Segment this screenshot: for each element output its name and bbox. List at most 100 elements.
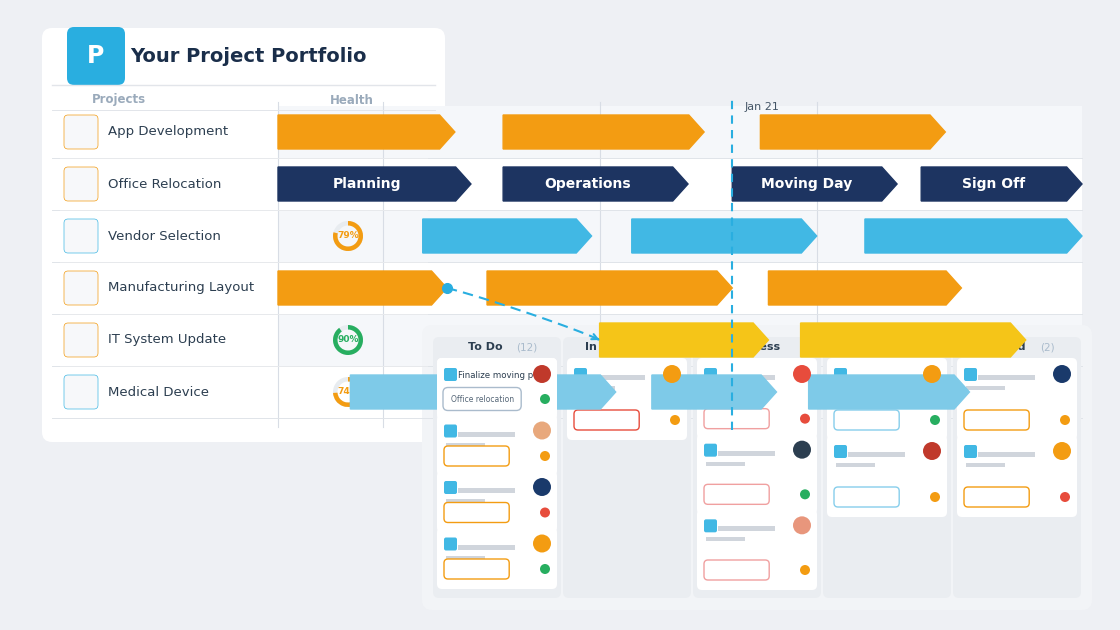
Circle shape — [1060, 415, 1070, 425]
Text: Moving Day: Moving Day — [762, 177, 852, 191]
FancyBboxPatch shape — [64, 115, 99, 149]
Polygon shape — [422, 219, 591, 253]
Polygon shape — [760, 115, 945, 149]
Circle shape — [793, 517, 811, 534]
Bar — [588, 375, 645, 380]
Circle shape — [923, 365, 941, 383]
FancyBboxPatch shape — [834, 368, 847, 381]
Text: (2): (2) — [921, 342, 936, 352]
Text: Operations: Operations — [544, 177, 632, 191]
Bar — [576, 386, 615, 390]
Circle shape — [663, 365, 681, 383]
Wedge shape — [333, 117, 363, 147]
Bar — [848, 375, 905, 380]
Circle shape — [800, 565, 810, 575]
Text: To Do: To Do — [468, 342, 502, 352]
Text: Projects: Projects — [92, 93, 146, 106]
FancyBboxPatch shape — [834, 410, 899, 430]
Text: Office relocation: Office relocation — [450, 394, 514, 403]
Bar — [458, 488, 515, 493]
Text: (4): (4) — [799, 342, 813, 352]
Bar — [706, 462, 745, 466]
Bar — [446, 556, 485, 559]
Text: In Review: In Review — [585, 342, 645, 352]
Text: In Progress: In Progress — [709, 342, 781, 352]
Bar — [978, 375, 1035, 380]
Text: (12): (12) — [516, 342, 538, 352]
FancyBboxPatch shape — [834, 487, 899, 507]
Text: App Development: App Development — [108, 125, 228, 139]
Polygon shape — [865, 219, 1082, 253]
Wedge shape — [333, 221, 363, 251]
Circle shape — [800, 414, 810, 423]
FancyBboxPatch shape — [444, 389, 510, 410]
Circle shape — [670, 415, 680, 425]
Wedge shape — [333, 377, 363, 407]
Wedge shape — [333, 117, 363, 147]
FancyBboxPatch shape — [67, 27, 125, 85]
Circle shape — [540, 394, 550, 404]
Polygon shape — [809, 375, 970, 409]
Bar — [706, 537, 745, 541]
Circle shape — [930, 492, 940, 502]
Polygon shape — [768, 271, 961, 305]
Circle shape — [540, 451, 550, 461]
FancyBboxPatch shape — [956, 435, 1077, 517]
FancyBboxPatch shape — [444, 481, 457, 494]
FancyBboxPatch shape — [704, 560, 769, 580]
Bar — [836, 463, 875, 467]
Bar — [458, 544, 515, 549]
Polygon shape — [801, 323, 1026, 357]
Text: Your Project Portfolio: Your Project Portfolio — [130, 47, 366, 66]
FancyBboxPatch shape — [64, 167, 99, 201]
FancyBboxPatch shape — [437, 358, 557, 420]
Bar — [718, 450, 775, 455]
FancyBboxPatch shape — [704, 368, 717, 381]
Polygon shape — [652, 375, 776, 409]
Text: W1: W1 — [373, 113, 392, 127]
FancyBboxPatch shape — [704, 484, 769, 505]
FancyBboxPatch shape — [697, 433, 816, 514]
Text: 100%: 100% — [334, 127, 362, 137]
Circle shape — [540, 508, 550, 517]
FancyBboxPatch shape — [953, 337, 1081, 598]
FancyBboxPatch shape — [697, 358, 816, 438]
Circle shape — [540, 564, 550, 574]
Bar — [965, 463, 1005, 467]
FancyBboxPatch shape — [444, 559, 510, 579]
FancyBboxPatch shape — [823, 337, 951, 598]
Wedge shape — [334, 273, 363, 303]
Text: W2: W2 — [590, 113, 609, 127]
Text: (1): (1) — [661, 342, 675, 352]
Bar — [446, 499, 485, 503]
FancyBboxPatch shape — [573, 368, 587, 381]
Wedge shape — [333, 169, 363, 199]
Text: 79%: 79% — [337, 231, 358, 241]
Polygon shape — [921, 167, 1082, 201]
FancyBboxPatch shape — [956, 358, 1077, 440]
Circle shape — [923, 442, 941, 460]
FancyBboxPatch shape — [433, 337, 561, 598]
Bar — [446, 386, 485, 390]
FancyBboxPatch shape — [964, 445, 977, 458]
FancyBboxPatch shape — [704, 444, 717, 457]
FancyBboxPatch shape — [704, 519, 717, 532]
FancyBboxPatch shape — [697, 509, 816, 590]
Wedge shape — [333, 325, 363, 355]
FancyBboxPatch shape — [964, 410, 1029, 430]
Bar — [278, 262, 1082, 314]
FancyBboxPatch shape — [444, 368, 457, 381]
Text: 74%: 74% — [337, 387, 358, 396]
FancyBboxPatch shape — [444, 387, 521, 411]
FancyBboxPatch shape — [827, 435, 948, 517]
Text: P: P — [87, 44, 104, 68]
Circle shape — [533, 534, 551, 553]
Circle shape — [1060, 492, 1070, 502]
FancyBboxPatch shape — [64, 375, 99, 409]
Wedge shape — [333, 169, 363, 199]
Bar — [848, 452, 905, 457]
FancyBboxPatch shape — [827, 358, 948, 440]
Wedge shape — [333, 377, 363, 407]
Circle shape — [533, 365, 551, 383]
Text: Jan 21: Jan 21 — [745, 102, 780, 112]
